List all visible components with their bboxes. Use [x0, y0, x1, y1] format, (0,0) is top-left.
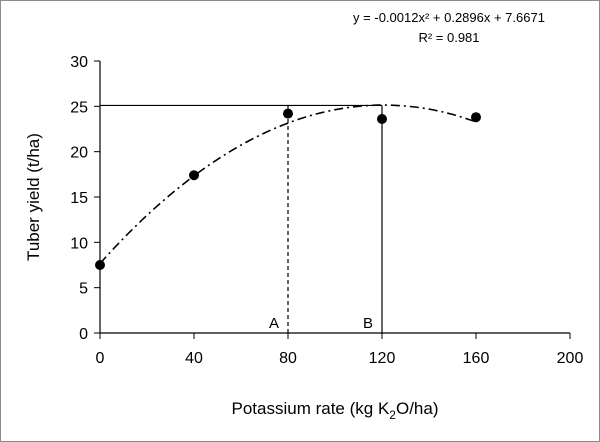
x-tick-label: 200 — [557, 350, 584, 367]
guide-lines — [100, 104, 383, 333]
x-axis-title: Potassium rate (kg K2O/ha) — [232, 399, 439, 422]
y-tick-label: 10 — [70, 235, 88, 252]
marker-label-b: B — [363, 315, 373, 332]
y-tick-label: 0 — [79, 326, 88, 343]
trendline-curve — [99, 104, 477, 265]
data-point — [283, 108, 293, 119]
x-axis-title-main: Potassium rate (kg K — [232, 399, 390, 418]
x-tick-label: 120 — [369, 350, 396, 367]
axes — [94, 60, 571, 339]
x-tick-label: 160 — [463, 350, 490, 367]
y-tick-label: 25 — [70, 99, 88, 116]
y-tick-label: 30 — [70, 54, 88, 71]
r-squared-label: R² = 0.981 — [418, 30, 479, 45]
data-points — [95, 108, 481, 270]
y-tick-label: 20 — [70, 145, 88, 162]
x-tick-label: 40 — [185, 350, 203, 367]
y-tick-label: 15 — [70, 190, 88, 207]
x-tick-label: 80 — [279, 350, 297, 367]
y-tick-label: 5 — [79, 281, 88, 298]
data-point — [471, 112, 481, 123]
x-tick-label: 0 — [96, 350, 105, 367]
x-axis-title-subscript: 2 — [389, 408, 396, 422]
marker-label-a: A — [269, 315, 279, 332]
data-point — [377, 114, 387, 125]
trendline-equation: y = -0.0012x² + 0.2896x + 7.6671 — [353, 10, 545, 25]
y-axis-title: Tuber yield (t/ha) — [24, 133, 43, 261]
data-point — [95, 260, 105, 270]
data-point — [189, 170, 199, 181]
tick-labels: 0 5 10 15 20 25 30 0 40 80 120 160 200 A B — [70, 54, 583, 367]
trendline-group — [99, 104, 477, 265]
x-axis-title-rest: O/ha) — [396, 399, 439, 418]
